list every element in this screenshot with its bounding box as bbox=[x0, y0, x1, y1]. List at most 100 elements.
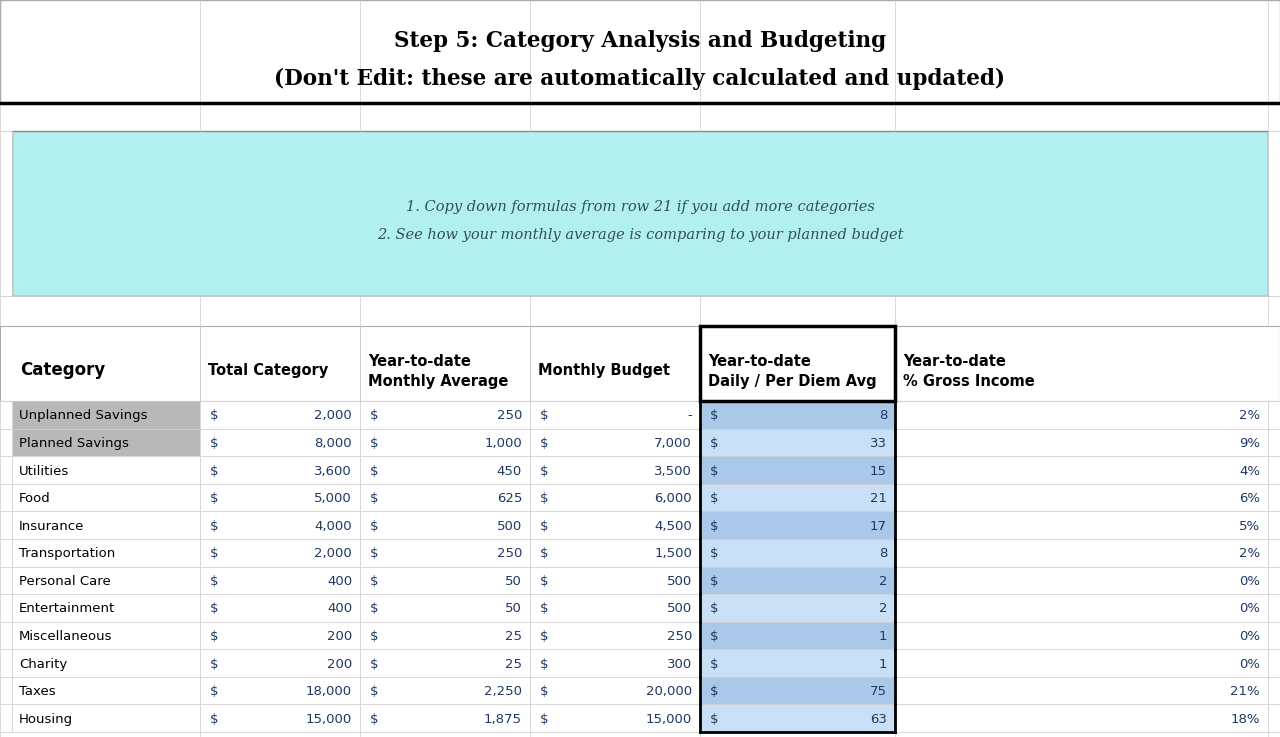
Bar bbox=[360, 539, 530, 567]
Bar bbox=[1268, 456, 1280, 483]
Text: Miscellaneous: Miscellaneous bbox=[19, 630, 113, 643]
Text: Housing: Housing bbox=[19, 713, 73, 726]
Text: $: $ bbox=[210, 602, 219, 615]
Bar bbox=[895, 622, 1268, 649]
Bar bbox=[530, 483, 700, 511]
Text: $: $ bbox=[370, 409, 379, 422]
Text: Taxes: Taxes bbox=[19, 685, 55, 698]
Bar bbox=[360, 649, 530, 677]
Bar bbox=[0, 401, 12, 429]
Bar bbox=[895, 401, 1268, 429]
Text: $: $ bbox=[540, 464, 549, 478]
Bar bbox=[700, 401, 895, 429]
Text: $: $ bbox=[210, 492, 219, 505]
Text: $: $ bbox=[210, 464, 219, 478]
Text: 6%: 6% bbox=[1239, 492, 1260, 505]
Text: $: $ bbox=[540, 409, 549, 422]
Text: $: $ bbox=[370, 685, 379, 698]
Text: $: $ bbox=[210, 713, 219, 726]
Text: $: $ bbox=[210, 685, 219, 698]
Text: 8: 8 bbox=[878, 548, 887, 560]
Text: $: $ bbox=[210, 548, 219, 560]
Text: 1,875: 1,875 bbox=[484, 713, 522, 726]
Text: 63: 63 bbox=[870, 713, 887, 726]
Text: 21: 21 bbox=[870, 492, 887, 505]
Text: $: $ bbox=[540, 492, 549, 505]
Bar bbox=[700, 649, 895, 677]
Bar bbox=[360, 456, 530, 483]
Bar bbox=[12, 705, 200, 732]
Text: Step 5: Category Analysis and Budgeting: Step 5: Category Analysis and Budgeting bbox=[394, 30, 886, 52]
Bar bbox=[530, 594, 700, 622]
Bar bbox=[1268, 705, 1280, 732]
Bar bbox=[360, 567, 530, 594]
Text: 2%: 2% bbox=[1239, 548, 1260, 560]
Text: 500: 500 bbox=[667, 602, 692, 615]
Text: 2,000: 2,000 bbox=[315, 548, 352, 560]
Text: 250: 250 bbox=[497, 548, 522, 560]
Text: 200: 200 bbox=[326, 630, 352, 643]
Text: 5,000: 5,000 bbox=[315, 492, 352, 505]
Text: Total Category: Total Category bbox=[207, 363, 328, 377]
Text: 450: 450 bbox=[497, 464, 522, 478]
Bar bbox=[200, 622, 360, 649]
Text: $: $ bbox=[540, 437, 549, 450]
Text: 50: 50 bbox=[506, 602, 522, 615]
Bar bbox=[895, 429, 1268, 456]
Bar bbox=[0, 622, 12, 649]
Bar bbox=[0, 0, 1280, 103]
Text: 15: 15 bbox=[870, 464, 887, 478]
Text: $: $ bbox=[710, 657, 718, 671]
Text: $: $ bbox=[370, 575, 379, 588]
Text: $: $ bbox=[370, 548, 379, 560]
Text: 2. See how your monthly average is comparing to your planned budget: 2. See how your monthly average is compa… bbox=[376, 228, 904, 242]
Text: $: $ bbox=[710, 630, 718, 643]
Text: $: $ bbox=[370, 520, 379, 533]
Bar bbox=[12, 456, 200, 483]
Text: $: $ bbox=[710, 464, 718, 478]
Text: $: $ bbox=[540, 520, 549, 533]
Text: 75: 75 bbox=[870, 685, 887, 698]
Text: 9%: 9% bbox=[1239, 437, 1260, 450]
Text: 33: 33 bbox=[870, 437, 887, 450]
Bar bbox=[200, 594, 360, 622]
Bar bbox=[200, 511, 360, 539]
Text: Personal Care: Personal Care bbox=[19, 575, 111, 588]
Bar bbox=[200, 567, 360, 594]
Text: 625: 625 bbox=[497, 492, 522, 505]
Bar bbox=[530, 401, 700, 429]
Text: Transportation: Transportation bbox=[19, 548, 115, 560]
Bar bbox=[200, 483, 360, 511]
Bar bbox=[12, 539, 200, 567]
Bar bbox=[700, 677, 895, 705]
Text: Insurance: Insurance bbox=[19, 520, 84, 533]
Bar bbox=[0, 677, 12, 705]
Text: $: $ bbox=[370, 437, 379, 450]
Text: Monthly Budget: Monthly Budget bbox=[538, 363, 669, 377]
Bar bbox=[1268, 511, 1280, 539]
Bar bbox=[360, 429, 530, 456]
Bar bbox=[200, 677, 360, 705]
Bar bbox=[1268, 594, 1280, 622]
Bar bbox=[700, 539, 895, 567]
Bar bbox=[1268, 131, 1280, 296]
Text: $: $ bbox=[370, 464, 379, 478]
Text: 2: 2 bbox=[878, 575, 887, 588]
Text: $: $ bbox=[540, 630, 549, 643]
Bar bbox=[0, 539, 12, 567]
Bar bbox=[530, 622, 700, 649]
Text: Year-to-date: Year-to-date bbox=[708, 354, 810, 368]
Text: 1,500: 1,500 bbox=[654, 548, 692, 560]
Text: $: $ bbox=[710, 437, 718, 450]
Text: Planned Savings: Planned Savings bbox=[19, 437, 129, 450]
Bar bbox=[895, 594, 1268, 622]
Text: -: - bbox=[687, 409, 692, 422]
Bar bbox=[200, 429, 360, 456]
Bar bbox=[0, 567, 12, 594]
Text: 1: 1 bbox=[878, 657, 887, 671]
Text: 4,500: 4,500 bbox=[654, 520, 692, 533]
Text: $: $ bbox=[710, 520, 718, 533]
Bar bbox=[530, 429, 700, 456]
Text: $: $ bbox=[210, 630, 219, 643]
Bar bbox=[200, 539, 360, 567]
